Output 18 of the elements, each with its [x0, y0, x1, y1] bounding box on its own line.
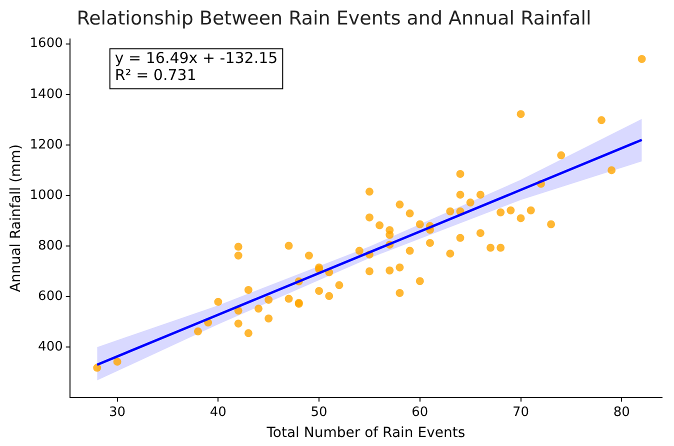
- y-tick-label: 1600: [30, 36, 63, 52]
- x-tick-label: 70: [512, 404, 530, 420]
- x-tick-label: 80: [613, 404, 630, 420]
- y-tick-label: 1400: [30, 86, 63, 102]
- chart-title: Relationship Between Rain Events and Annual Rainfall: [76, 7, 592, 30]
- y-axis-title: Annual Rainfall (mm): [8, 144, 24, 292]
- x-tick-label: 30: [109, 404, 126, 420]
- annotation: R² = 0.731: [114, 66, 196, 84]
- x-tick-label: 50: [310, 404, 328, 420]
- y-tick-label: 800: [38, 238, 63, 254]
- x-axis-title: Total Number of Rain Events: [266, 425, 466, 442]
- y-tick-label: 1000: [30, 188, 63, 203]
- y-tick-label: 400: [38, 339, 63, 354]
- y-tick-label: 600: [38, 288, 63, 304]
- x-tick-label: 60: [412, 404, 428, 420]
- x-tick-label: 40: [210, 404, 226, 420]
- y-tick-label: 1200: [30, 137, 63, 152]
- annotation: y = 16.49x + -132.15: [114, 49, 278, 68]
